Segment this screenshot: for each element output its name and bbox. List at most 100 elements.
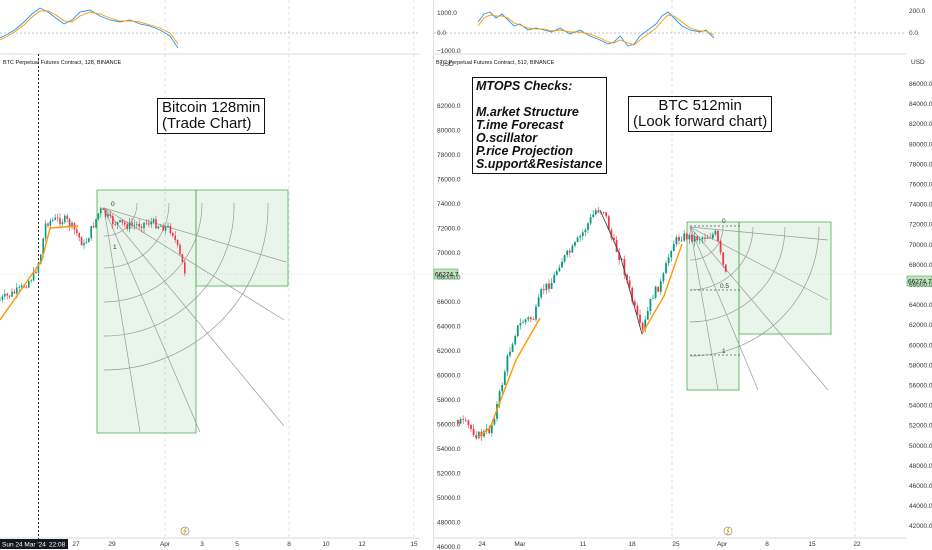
far-osc-tick-0: 0.0 — [909, 30, 918, 37]
right-price-series — [457, 206, 727, 442]
right-candle — [691, 234, 693, 242]
left-candle — [13, 291, 16, 294]
left-trend-line — [0, 225, 79, 321]
right-candle — [649, 298, 652, 312]
right-osc-tick-0: 0.0 — [437, 30, 446, 37]
left-candle — [97, 213, 100, 219]
left-candle — [155, 219, 157, 229]
right-candle — [605, 212, 608, 217]
right-candle — [555, 271, 558, 275]
left-fan-label-0: 0 — [111, 201, 115, 208]
right-candle — [618, 251, 621, 261]
left-annotation-box: Bitcoin 128min (Trade Chart) — [157, 98, 266, 134]
far-right-osc-axis: 200.0 0.0 — [909, 8, 926, 37]
left-candle — [47, 223, 49, 226]
right-candle — [667, 257, 670, 264]
right-x-tick: Apr — [717, 541, 728, 548]
right-candle — [581, 232, 584, 237]
left-x-tick: 5 — [235, 541, 239, 548]
left-candle — [49, 220, 52, 226]
right-candle — [498, 391, 501, 405]
mtops-title: MTOPS Checks: — [476, 79, 573, 93]
left-candle — [68, 218, 71, 227]
far-right-currency-label: USD — [911, 59, 925, 66]
left-x-tick: 12 — [358, 541, 366, 548]
left-gann-fan: 0 1 — [96, 189, 289, 434]
right-candle — [623, 259, 626, 275]
right-candle — [571, 245, 574, 253]
right-candle — [592, 214, 595, 218]
right-candle — [464, 419, 467, 421]
right-candle — [670, 251, 673, 258]
right-candle — [511, 344, 514, 352]
right-candle — [631, 287, 634, 302]
far-right-price-value: 66274.7 — [908, 279, 932, 286]
crosshair-date-label: Sun 24 Mar '24 22:08 — [0, 539, 68, 549]
right-y-tick: 56000.0 — [437, 422, 461, 429]
right-y-tick: 52000.0 — [437, 471, 461, 478]
left-candle — [42, 238, 44, 255]
left-candle — [20, 285, 23, 287]
far-right-y-tick: 78000.0 — [909, 161, 932, 168]
right-candle — [527, 317, 530, 320]
right-candle — [719, 241, 722, 253]
left-candle — [61, 222, 64, 225]
left-candle — [107, 214, 109, 217]
left-candle — [181, 254, 184, 263]
right-candle — [714, 230, 717, 235]
right-candle — [462, 419, 465, 420]
mtops-item-price-projection: P.rice Projection — [476, 144, 574, 158]
left-candle — [138, 223, 140, 227]
right-price-label: 66274.7 — [433, 268, 459, 280]
left-lightning-icon[interactable] — [180, 526, 190, 536]
right-candle — [459, 419, 462, 424]
right-candle — [602, 212, 605, 213]
right-candle — [672, 244, 675, 252]
right-candle — [477, 431, 480, 439]
left-candle — [184, 262, 186, 274]
far-right-y-tick: 56000.0 — [909, 383, 932, 390]
right-candle — [597, 210, 600, 213]
left-candle — [174, 235, 176, 240]
far-right-y-tick: 72000.0 — [909, 222, 932, 229]
left-candle — [176, 239, 179, 245]
left-candle — [95, 218, 97, 228]
mtops-item-time-forecast: T.ime Forecast — [476, 118, 564, 132]
left-candle — [80, 237, 83, 246]
left-candle — [52, 219, 54, 221]
right-candle — [550, 282, 553, 289]
right-gann-fan: 0 0.5 1 — [686, 218, 832, 391]
right-oscillator-pane — [434, 11, 906, 47]
right-y-tick: 50000.0 — [437, 495, 461, 502]
left-x-tick: 10 — [322, 541, 330, 548]
right-candle — [711, 234, 714, 239]
right-candle — [472, 428, 475, 436]
left-candle — [30, 280, 32, 282]
right-osc-tick-1000: 1000.0 — [437, 10, 457, 17]
right-candle — [717, 230, 719, 242]
far-right-y-tick: 66000.0 — [909, 282, 932, 289]
far-right-y-axis: 86000.0 84000.0 82000.0 80000.0 78000.0 76000… — [909, 81, 932, 530]
right-candle — [620, 259, 623, 261]
right-candle — [516, 325, 519, 337]
right-candle — [542, 289, 545, 291]
far-right-y-tick: 52000.0 — [909, 423, 932, 430]
right-candle — [568, 250, 571, 253]
right-lightning-icon[interactable] — [723, 526, 733, 536]
right-price-value: 66274.7 — [435, 272, 459, 279]
far-right-y-tick: 42000.0 — [909, 523, 932, 530]
right-y-tick: 64000.0 — [437, 324, 461, 331]
right-candle — [680, 240, 683, 242]
left-candle — [121, 220, 124, 223]
left-candle — [6, 293, 8, 296]
left-candle — [128, 222, 131, 230]
right-osc-fast-line — [477, 11, 715, 47]
left-candle — [16, 287, 18, 294]
left-x-tick: 8 — [287, 541, 291, 548]
right-candle — [644, 319, 647, 330]
left-candle — [119, 220, 121, 222]
right-candle — [545, 283, 548, 291]
right-y-tick: 48000.0 — [437, 520, 461, 527]
right-candle — [584, 229, 587, 233]
